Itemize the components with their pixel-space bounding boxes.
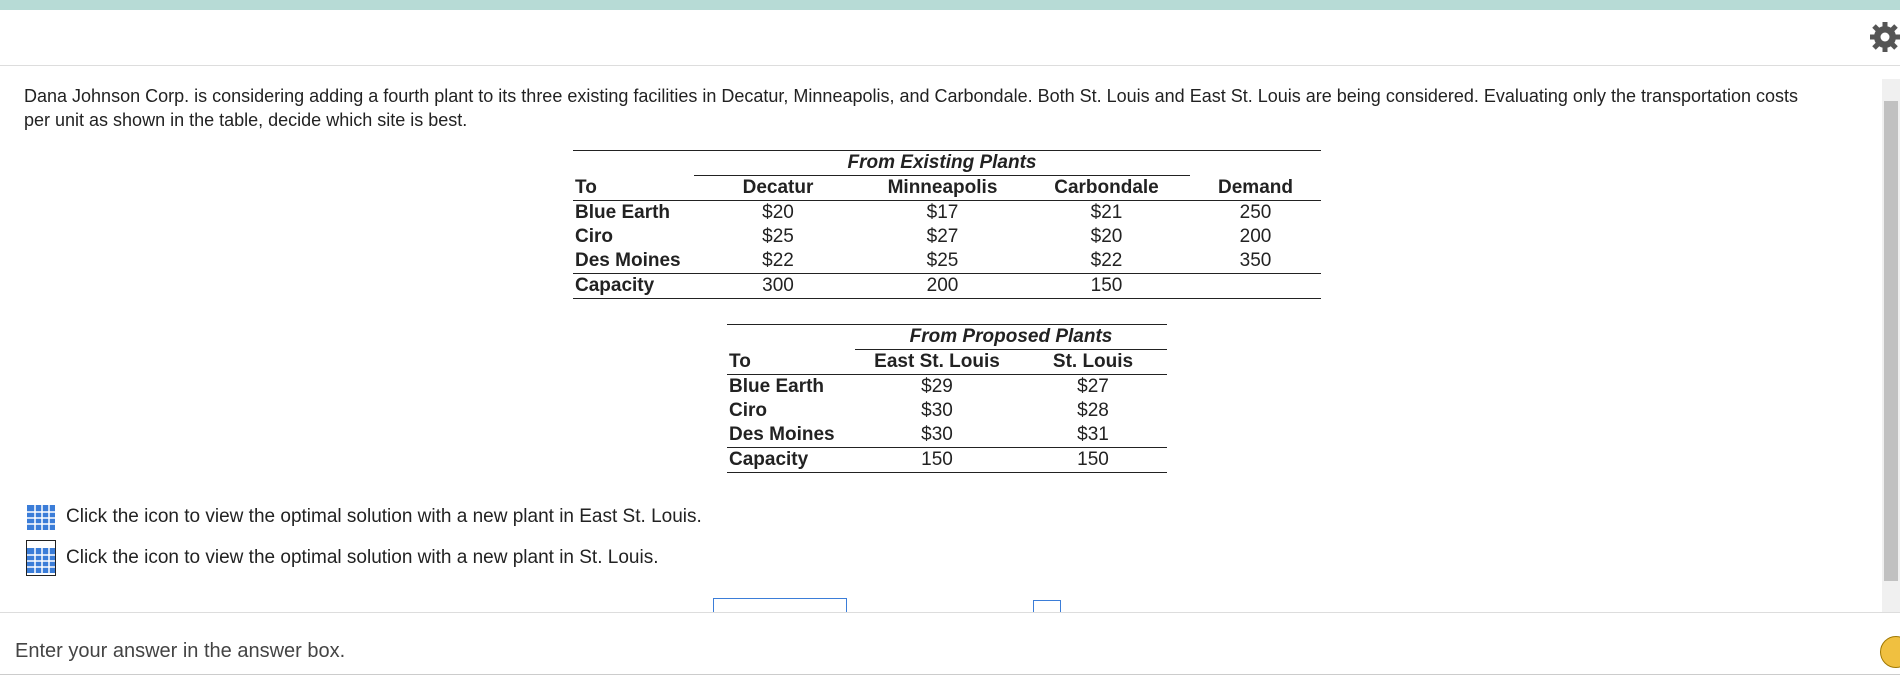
- cell: 150: [1090, 275, 1123, 296]
- cell: $25: [762, 226, 794, 247]
- row-header: Blue Earth: [575, 202, 671, 223]
- group-row: From Existing Plants: [573, 150, 1321, 176]
- row-header: Blue Earth: [729, 376, 825, 397]
- group-header: From Proposed Plants: [855, 324, 1168, 350]
- divider: [0, 674, 1900, 675]
- scrollbar[interactable]: [1882, 79, 1900, 612]
- column-header: East St. Louis: [874, 351, 1000, 372]
- column-header: Minneapolis: [887, 177, 998, 198]
- cell: $27: [1077, 376, 1109, 397]
- cell: 250: [1239, 202, 1272, 223]
- grid-icon[interactable]: [26, 540, 56, 576]
- table-row: Des Moines $22 $25 $22 350: [573, 249, 1321, 274]
- cell: 350: [1239, 250, 1272, 271]
- cell: [1190, 151, 1321, 176]
- column-header: To: [729, 350, 751, 372]
- divider: [0, 612, 1900, 613]
- cell: $22: [1090, 250, 1123, 271]
- cell: [573, 151, 694, 176]
- cell: 150: [1077, 449, 1109, 470]
- row-header: Des Moines: [575, 250, 681, 271]
- cell: $20: [762, 202, 794, 223]
- table-row: Des Moines $30 $31: [727, 423, 1167, 448]
- grid-icon[interactable]: [26, 502, 56, 532]
- scroll-thumb[interactable]: [1884, 101, 1898, 581]
- header-row: To Decatur Minneapolis Carbondale Demand: [573, 176, 1321, 201]
- cell: $30: [921, 424, 953, 445]
- divider: [0, 65, 1900, 66]
- table-row: Blue Earth $20 $17 $21 250: [573, 201, 1321, 226]
- group-row: From Proposed Plants: [727, 324, 1168, 350]
- column-header: St. Louis: [1052, 351, 1134, 372]
- row-header: Ciro: [729, 400, 767, 421]
- cell: $25: [926, 250, 959, 271]
- cell: $17: [926, 202, 959, 223]
- table-row: Capacity 150 150: [727, 447, 1168, 473]
- cell: $27: [926, 226, 959, 247]
- column-header: Decatur: [742, 177, 814, 198]
- cell: $30: [921, 400, 953, 421]
- group-header: From Existing Plants: [694, 150, 1190, 176]
- link-text[interactable]: Click the icon to view the optimal solut…: [66, 547, 659, 568]
- row-header: Des Moines: [729, 424, 835, 445]
- cell: 200: [1239, 226, 1272, 247]
- table-row: Ciro $30 $28: [727, 399, 1167, 423]
- proposed-plants-table: From Proposed Plants To East St. Louis St. …: [727, 324, 1168, 473]
- cell: $28: [1077, 400, 1109, 421]
- cell: $31: [1077, 424, 1109, 445]
- help-button[interactable]: [1880, 636, 1900, 668]
- top-bar: [0, 0, 1900, 10]
- column-header: Carbondale: [1054, 177, 1159, 198]
- footer-text: Enter your answer in the answer box.: [15, 640, 346, 662]
- cell: [727, 325, 855, 350]
- problem-text: Dana Johnson Corp. is considering adding…: [24, 86, 1799, 130]
- solution-link[interactable]: Click the icon to view the optimal solut…: [26, 502, 702, 532]
- header-row: To East St. Louis St. Louis: [727, 350, 1168, 375]
- answer-input[interactable]: [1033, 600, 1061, 613]
- link-text[interactable]: Click the icon to view the optimal solut…: [66, 506, 702, 527]
- existing-plants-table: From Existing Plants To Decatur Minneapolis…: [573, 150, 1321, 299]
- row-header: Capacity: [729, 449, 809, 470]
- cell: $29: [921, 376, 953, 397]
- cell: [1190, 274, 1321, 299]
- cell: 150: [921, 449, 953, 470]
- column-header: To: [575, 176, 597, 198]
- solution-link[interactable]: Click the icon to view the optimal solut…: [26, 540, 658, 576]
- cell: 300: [762, 275, 794, 296]
- cell: $21: [1090, 202, 1123, 223]
- column-header: Demand: [1218, 176, 1293, 198]
- table-row: Blue Earth $29 $27: [727, 375, 1167, 400]
- row-header: Ciro: [575, 226, 613, 247]
- cell: $22: [762, 250, 794, 271]
- cell: 200: [926, 275, 959, 296]
- table-row: Capacity 300 200 150: [573, 273, 1321, 299]
- table-row: Ciro $25 $27 $20 200: [573, 225, 1321, 249]
- row-header: Capacity: [575, 275, 655, 296]
- cell: $20: [1090, 226, 1123, 247]
- settings-icon[interactable]: [1870, 22, 1900, 52]
- dropdown[interactable]: [713, 598, 847, 613]
